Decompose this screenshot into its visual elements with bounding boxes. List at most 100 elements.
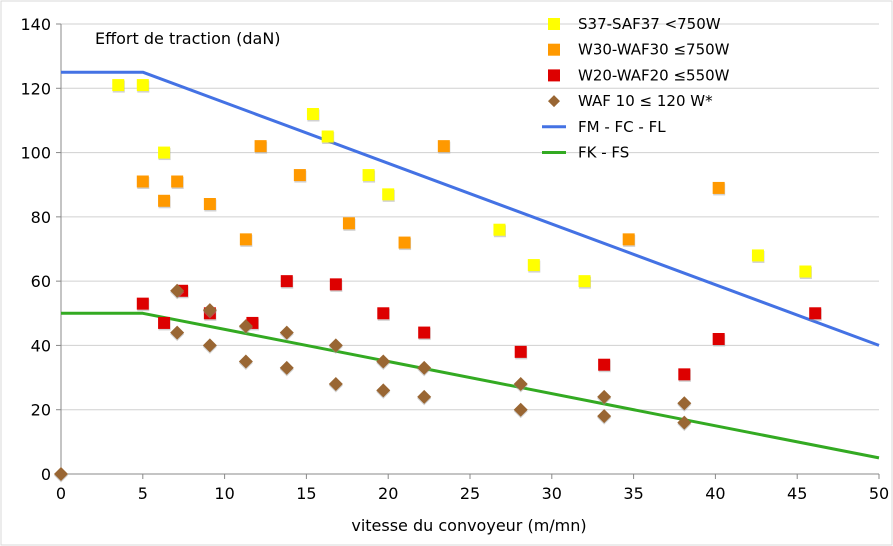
marker-diamond xyxy=(597,389,612,404)
legend-swatch-square xyxy=(548,18,560,30)
data-point xyxy=(112,79,125,93)
legend: S37-SAF37 <750W W30-WAF30 ≤750W W20-WAF20 … xyxy=(542,15,730,162)
marker-diamond xyxy=(279,360,294,375)
marker-square xyxy=(246,316,259,329)
legend-label: FK - FS xyxy=(578,144,629,162)
data-point xyxy=(513,402,528,419)
data-point xyxy=(202,303,217,319)
y-tick-label: 20 xyxy=(31,401,51,420)
data-point xyxy=(677,396,692,412)
x-tick-label: 15 xyxy=(296,484,316,503)
marker-square xyxy=(712,181,725,194)
data-point xyxy=(279,360,294,377)
marker-square xyxy=(306,108,319,120)
data-point xyxy=(293,169,307,183)
legend-item: FK - FS xyxy=(542,144,629,162)
data-point xyxy=(171,175,184,189)
data-point xyxy=(799,265,812,279)
data-point xyxy=(246,316,259,331)
data-point xyxy=(54,467,68,483)
series-line-4 xyxy=(61,70,880,347)
marker-square xyxy=(493,223,506,236)
marker-square xyxy=(382,188,395,201)
scatter-points xyxy=(54,79,822,483)
marker-diamond xyxy=(202,303,217,318)
data-point xyxy=(677,415,692,432)
marker-square xyxy=(418,326,431,339)
data-point xyxy=(170,325,185,342)
data-point xyxy=(377,307,390,321)
marker-square xyxy=(342,217,355,230)
legend-label: W20-WAF20 ≤550W xyxy=(578,66,730,84)
data-point xyxy=(598,358,611,373)
x-tick-label: 40 xyxy=(705,484,725,503)
marker-diamond xyxy=(54,467,68,481)
data-point xyxy=(382,188,395,202)
x-tick-label: 0 xyxy=(56,484,66,503)
data-point xyxy=(712,181,726,196)
data-point xyxy=(239,233,253,247)
data-point xyxy=(527,259,541,273)
marker-square xyxy=(712,333,725,345)
x-tick-label: 10 xyxy=(214,484,234,503)
y-tick-label: 40 xyxy=(31,336,51,355)
data-point xyxy=(417,389,432,406)
marker-square xyxy=(321,130,334,143)
marker-square xyxy=(377,307,390,320)
marker-square xyxy=(799,265,812,278)
marker-square xyxy=(171,175,184,188)
marker-square xyxy=(136,79,149,92)
x-tick-label: 30 xyxy=(542,484,562,503)
data-point xyxy=(342,217,356,231)
data-point xyxy=(254,140,268,154)
data-point xyxy=(597,389,612,406)
legend-item: S37-SAF37 <750W xyxy=(548,15,721,33)
data-point xyxy=(203,198,217,212)
marker-square xyxy=(136,297,149,310)
legend-swatch-square xyxy=(548,43,560,56)
marker-diamond xyxy=(328,338,343,353)
marker-diamond xyxy=(417,360,432,375)
marker-square xyxy=(158,146,171,159)
data-point xyxy=(202,338,217,354)
marker-diamond xyxy=(238,354,253,369)
data-point xyxy=(238,319,253,335)
marker-diamond xyxy=(513,377,528,391)
data-point xyxy=(328,338,343,354)
marker-square xyxy=(293,169,306,182)
y-tick-label: 140 xyxy=(20,15,51,34)
tick-labels: 0 20 40 60 80 100 120 140 0 5 10 15 20 25 30 35 40 45 50 xyxy=(20,15,889,503)
marker-diamond xyxy=(202,338,217,353)
marker-square xyxy=(136,175,149,188)
data-point xyxy=(418,326,431,341)
x-tick-label: 50 xyxy=(869,484,889,503)
data-point xyxy=(376,383,391,399)
data-point xyxy=(398,236,412,251)
y-tick-label: 100 xyxy=(20,144,51,163)
data-point xyxy=(751,249,765,263)
x-tick-label: 5 xyxy=(138,484,148,503)
data-point xyxy=(280,275,294,289)
legend-label: FM - FC - FL xyxy=(578,118,666,136)
marker-square xyxy=(678,368,691,381)
marker-square xyxy=(809,307,822,320)
marker-diamond xyxy=(513,402,528,417)
legend-item: W30-WAF30 ≤750W xyxy=(548,41,730,59)
data-point xyxy=(493,223,506,238)
legend-label: W30-WAF30 ≤750W xyxy=(578,41,730,59)
marker-diamond xyxy=(170,325,185,340)
marker-square xyxy=(329,278,342,291)
marker-square xyxy=(437,140,450,153)
marker-diamond xyxy=(417,389,432,404)
data-point xyxy=(136,297,150,312)
legend-label: S37-SAF37 <750W xyxy=(578,15,721,33)
marker-square xyxy=(362,169,375,182)
marker-diamond xyxy=(677,396,692,411)
line-series xyxy=(61,70,880,460)
axes xyxy=(56,23,880,479)
y-tick-label: 120 xyxy=(20,79,51,98)
data-point xyxy=(597,409,612,425)
